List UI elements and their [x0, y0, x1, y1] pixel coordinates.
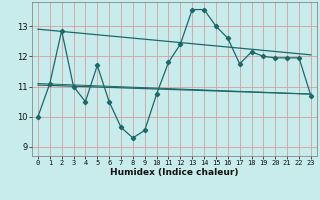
X-axis label: Humidex (Indice chaleur): Humidex (Indice chaleur) [110, 168, 239, 177]
